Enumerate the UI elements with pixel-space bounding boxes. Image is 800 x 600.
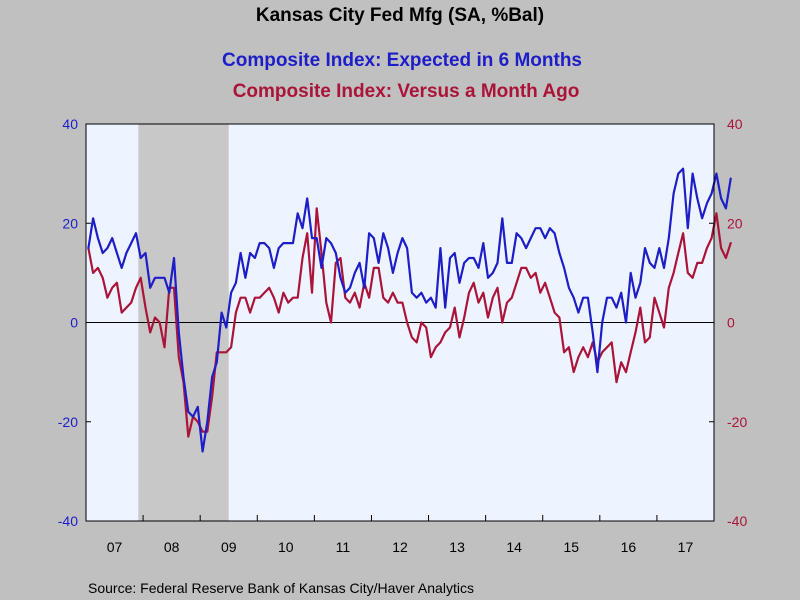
source-note: Source: Federal Reserve Bank of Kansas C… [88,580,474,596]
x-tick-label: 11 [336,539,351,555]
y-axis-right: -40 -20 0 20 40 [709,116,747,529]
y-axis-left: -40 -20 0 20 40 [58,116,91,529]
y-tick-label-left: 0 [70,315,78,331]
y-tick-label-right: 40 [727,116,743,132]
series-layer [87,167,732,453]
y-tick-label-left: -40 [58,513,78,529]
x-tick-label: 15 [563,539,579,555]
x-tick-label: 13 [449,539,465,555]
series-label-current: Composite Index: Versus a Month Ago [233,81,580,102]
chart-title: Kansas City Fed Mfg (SA, %Bal) [256,5,544,26]
y-tick-label-left: 40 [62,116,78,132]
series-label-expected: Composite Index: Expected in 6 Months [222,50,582,71]
y-tick-label-left: -20 [58,414,78,430]
series-line-expected [87,167,732,453]
x-tick-label: 17 [678,539,694,555]
y-tick-label-right: -40 [727,513,747,529]
plot-frame [85,123,715,522]
x-tick-label: 10 [278,539,294,555]
x-tick-label: 08 [164,539,180,555]
x-tick-label: 09 [221,539,237,555]
x-tick-label: 14 [506,539,522,555]
y-tick-label-right: 20 [727,215,743,231]
x-tick-label: 16 [621,539,637,555]
x-tick-label: 12 [392,539,408,555]
y-tick-label-right: 0 [727,315,735,331]
x-tick-label: 07 [107,539,123,555]
series-line-current [87,207,732,438]
x-axis: 07 08 09 10 11 12 13 14 15 16 17 [107,515,694,555]
y-tick-label-right: -20 [727,414,747,430]
y-tick-label-left: 20 [62,215,78,231]
